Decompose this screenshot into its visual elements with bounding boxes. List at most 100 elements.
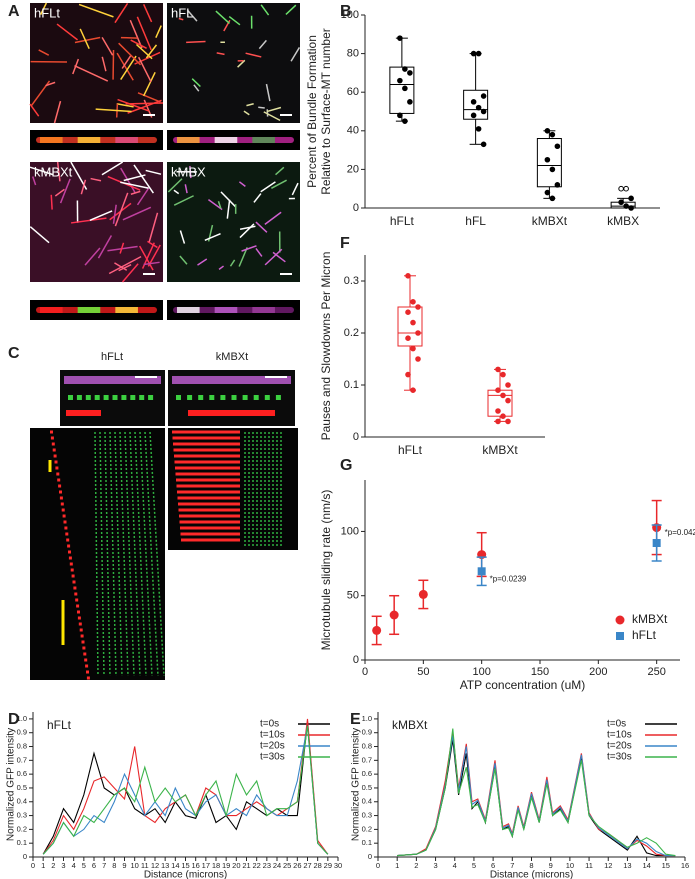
filament — [89, 210, 113, 222]
y-tick-label: 0.3 — [17, 811, 27, 820]
y-tick-label: 0.2 — [344, 327, 359, 339]
data-point — [470, 99, 477, 105]
image-label: hFLt — [101, 351, 123, 363]
y-tick-label: 0 — [353, 654, 359, 666]
y-tick-label: 0.1 — [362, 838, 372, 847]
data-point — [389, 610, 399, 620]
data-point — [402, 66, 408, 72]
data-point — [500, 371, 506, 378]
filament — [207, 199, 223, 211]
filament — [45, 81, 56, 87]
panel-label: G — [340, 457, 352, 474]
x-tick-label: 4 — [453, 861, 457, 870]
speckle — [94, 395, 100, 400]
filament — [155, 25, 162, 39]
y-tick-label: 0 — [353, 431, 359, 443]
filament — [217, 201, 222, 209]
filament — [271, 179, 287, 189]
x-tick-label: 5 — [82, 861, 86, 870]
annotation: *p=0.0423 — [665, 528, 695, 537]
filament-segment — [214, 137, 238, 143]
filament — [97, 235, 113, 259]
speckle — [76, 395, 82, 400]
x-tick-label: 10 — [566, 861, 574, 870]
y-tick-label: 0 — [353, 202, 359, 214]
filament — [90, 177, 102, 182]
filament — [266, 106, 282, 113]
data-point — [554, 182, 561, 188]
filament — [29, 166, 54, 176]
filament — [204, 233, 221, 241]
y-tick-label: 0.3 — [362, 811, 372, 820]
filament-segment — [40, 307, 63, 313]
x-tick-label: kMBX — [607, 214, 639, 228]
x-tick-label: 2 — [51, 861, 55, 870]
kymo-trace — [144, 431, 159, 677]
x-tick-label: 25 — [283, 861, 291, 870]
filament-segment — [40, 137, 63, 143]
filament — [184, 184, 188, 194]
filament — [114, 2, 129, 24]
filament — [101, 161, 124, 176]
y-axis-label: Percent of Bundle Formation — [305, 35, 319, 188]
filament — [188, 410, 275, 416]
data-line — [42, 721, 329, 855]
chart-title: kMBXt — [392, 718, 428, 732]
x-tick-label: 15 — [662, 861, 670, 870]
filament — [218, 265, 224, 270]
filament-segment — [252, 137, 275, 143]
x-tick-label: 23 — [263, 861, 271, 870]
x-tick-label: 5 — [472, 861, 476, 870]
filament — [78, 3, 114, 18]
x-axis-label: Distance (microns) — [144, 870, 227, 879]
y-tick-label: 40 — [347, 125, 359, 137]
filament-segment — [177, 307, 200, 313]
filament — [74, 36, 101, 44]
x-axis-label: Distance (microns) — [490, 870, 573, 879]
x-tick-label: 11 — [585, 861, 593, 870]
x-tick-label: 12 — [151, 861, 159, 870]
filament — [260, 4, 270, 16]
speckle — [242, 395, 248, 400]
data-point — [500, 413, 506, 420]
filament — [228, 15, 241, 26]
data-point — [410, 387, 416, 394]
filament — [253, 193, 262, 203]
filament — [238, 247, 248, 267]
micrograph — [167, 3, 300, 123]
x-tick-label: 9 — [549, 861, 553, 870]
filament — [137, 92, 161, 103]
data-point — [505, 418, 511, 425]
data-line — [397, 732, 676, 857]
filament — [84, 247, 101, 266]
data-point — [495, 366, 501, 373]
legend-label: t=10s — [260, 730, 285, 741]
filament — [56, 161, 61, 182]
data-point — [405, 335, 411, 342]
kymo-trace — [134, 431, 147, 677]
kymo-trace — [109, 431, 117, 677]
panel-label: D — [8, 711, 20, 728]
filament — [54, 188, 65, 197]
filament — [135, 43, 153, 60]
kymograph — [30, 428, 165, 680]
filament — [136, 187, 150, 206]
data-point — [410, 319, 416, 326]
legend-label: t=30s — [260, 752, 285, 763]
filament — [50, 194, 53, 210]
filament-segment — [77, 137, 101, 143]
data-point — [505, 397, 511, 404]
speckle — [148, 395, 154, 400]
x-tick-label: 22 — [252, 861, 260, 870]
filament — [70, 217, 107, 224]
filament — [285, 4, 297, 15]
y-tick-label: 0.7 — [17, 755, 27, 764]
speckle — [209, 395, 215, 400]
filament — [147, 244, 161, 267]
filament — [66, 410, 101, 416]
data-point — [549, 195, 556, 202]
panel-label: A — [8, 3, 20, 20]
filament — [138, 245, 154, 271]
x-tick-label: 21 — [242, 861, 250, 870]
filament — [64, 376, 161, 384]
